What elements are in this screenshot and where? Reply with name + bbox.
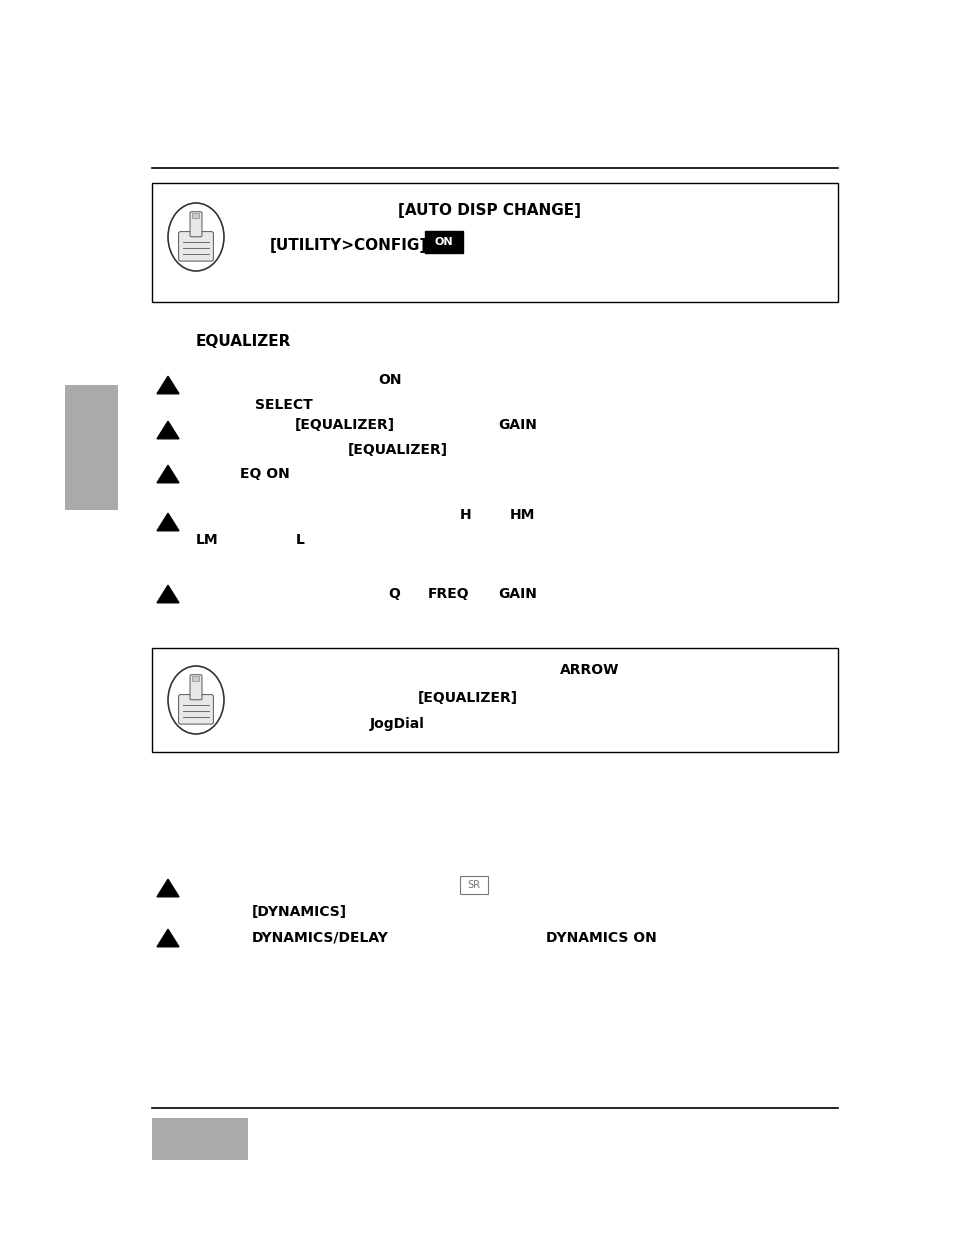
FancyBboxPatch shape xyxy=(193,677,199,682)
Text: [EQUALIZER]: [EQUALIZER] xyxy=(294,417,395,432)
Bar xyxy=(459,876,488,894)
Text: [EQUALIZER]: [EQUALIZER] xyxy=(348,443,448,457)
Text: SR: SR xyxy=(467,881,480,890)
FancyBboxPatch shape xyxy=(178,232,213,261)
Text: ARROW: ARROW xyxy=(559,663,618,677)
Text: [AUTO DISP CHANGE]: [AUTO DISP CHANGE] xyxy=(398,203,581,217)
Polygon shape xyxy=(157,929,179,947)
Text: EQUALIZER: EQUALIZER xyxy=(195,333,291,348)
Ellipse shape xyxy=(168,203,224,270)
Text: EQ ON: EQ ON xyxy=(240,467,290,480)
Text: FREQ: FREQ xyxy=(428,587,469,601)
Text: GAIN: GAIN xyxy=(497,417,537,432)
FancyBboxPatch shape xyxy=(193,214,199,219)
Polygon shape xyxy=(157,514,179,531)
Polygon shape xyxy=(157,879,179,897)
Text: DYNAMICS ON: DYNAMICS ON xyxy=(545,931,656,945)
Ellipse shape xyxy=(168,666,224,734)
Text: [DYNAMICS]: [DYNAMICS] xyxy=(252,905,347,919)
Bar xyxy=(152,1118,248,1160)
FancyBboxPatch shape xyxy=(178,694,213,724)
Text: ON: ON xyxy=(435,237,453,247)
Text: [UTILITY>CONFIG]: [UTILITY>CONFIG] xyxy=(270,237,427,252)
Polygon shape xyxy=(157,466,179,483)
Bar xyxy=(152,183,837,303)
Text: LM: LM xyxy=(195,534,218,547)
Bar xyxy=(424,231,462,253)
Text: HM: HM xyxy=(510,508,535,522)
Text: SELECT: SELECT xyxy=(254,398,313,412)
Text: GAIN: GAIN xyxy=(497,587,537,601)
Bar xyxy=(152,648,837,752)
Text: H: H xyxy=(459,508,471,522)
Polygon shape xyxy=(157,585,179,603)
Bar xyxy=(65,385,118,510)
Polygon shape xyxy=(157,421,179,438)
Text: L: L xyxy=(295,534,305,547)
FancyBboxPatch shape xyxy=(190,211,202,237)
Text: [EQUALIZER]: [EQUALIZER] xyxy=(417,692,517,705)
Text: DYNAMICS/DELAY: DYNAMICS/DELAY xyxy=(252,931,389,945)
Text: ON: ON xyxy=(377,373,401,387)
Text: JogDial: JogDial xyxy=(370,718,424,731)
Polygon shape xyxy=(157,377,179,394)
FancyBboxPatch shape xyxy=(190,674,202,700)
Text: Q: Q xyxy=(388,587,399,601)
